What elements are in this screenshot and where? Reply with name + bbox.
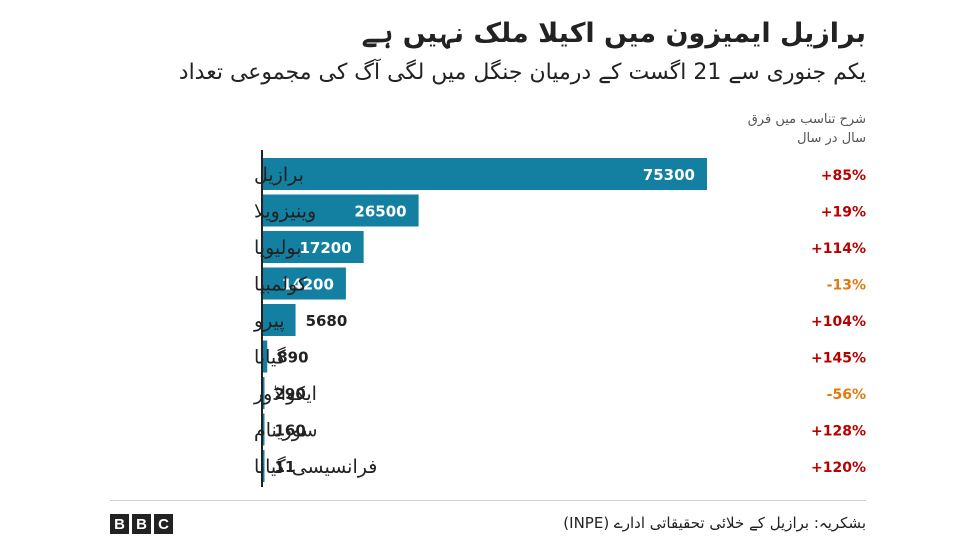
bar (262, 231, 364, 263)
chart-subtitle: یکم جنوری سے 21 اگست کے درمیان جنگل میں … (178, 60, 866, 85)
category-label: گیانا (254, 346, 287, 369)
category-label: بولیویا (254, 237, 302, 259)
category-label: فرانسیسی گیانا (254, 455, 377, 478)
chart-title: برازیل ایمیزون میں اکیلا ملک نہیں ہے (361, 18, 866, 49)
change-label: +114% (811, 241, 866, 257)
category-label: وینیزویلا (254, 201, 316, 223)
bar (262, 377, 265, 409)
bar-value-label: 5680 (306, 312, 348, 330)
category-label: برازیل (254, 164, 304, 186)
bar (262, 158, 707, 190)
footer-divider (110, 500, 866, 501)
change-label: +120% (811, 460, 866, 476)
bar (262, 340, 268, 373)
bar-value-label: 75300 (643, 166, 695, 184)
change-column-header: شرح تناسب میں فرق سال در سال (726, 110, 866, 148)
category-label: پیرو (253, 310, 285, 332)
category-label: کولمبیا (254, 274, 308, 296)
change-label: +19% (821, 205, 866, 221)
change-label: +85% (821, 168, 866, 184)
bbc-logo-letter: B (132, 514, 151, 534)
bar-chart: 75300 برازیل +85% 26500 وینیزویلا +19% 17200بو… (253, 150, 866, 487)
change-header-line1: شرح تناسب میں فرق (747, 112, 866, 127)
change-label: +104% (811, 314, 866, 330)
bar (262, 194, 419, 227)
category-label: ایکواڈور (253, 383, 317, 405)
bar-value-label: 26500 (354, 203, 406, 221)
change-label: +145% (811, 351, 866, 367)
category-label: سورینام (254, 420, 318, 442)
bar-value-label: 17200 (299, 239, 351, 257)
change-label: -56% (827, 387, 866, 403)
bar-value-label: 160 (275, 422, 306, 440)
bar (262, 413, 265, 446)
source-credit: بشکریہ: برازیل کے خلائی تحقیقاتی ادارے (… (563, 514, 866, 532)
bar-value-label: 14200 (282, 276, 334, 294)
bar-value-label: 11 (275, 458, 296, 476)
bar (262, 450, 265, 482)
bar (262, 304, 296, 336)
bbc-logo: B B C (110, 514, 173, 534)
bbc-logo-letter: C (154, 514, 173, 534)
bbc-logo-letter: B (110, 514, 129, 534)
change-label: -13% (827, 278, 866, 294)
change-label: +128% (811, 424, 866, 440)
bar (262, 267, 346, 300)
change-header-line2: سال در سال (797, 131, 866, 146)
bar-value-label: 890 (277, 349, 308, 367)
bar-value-label: 290 (275, 385, 306, 403)
